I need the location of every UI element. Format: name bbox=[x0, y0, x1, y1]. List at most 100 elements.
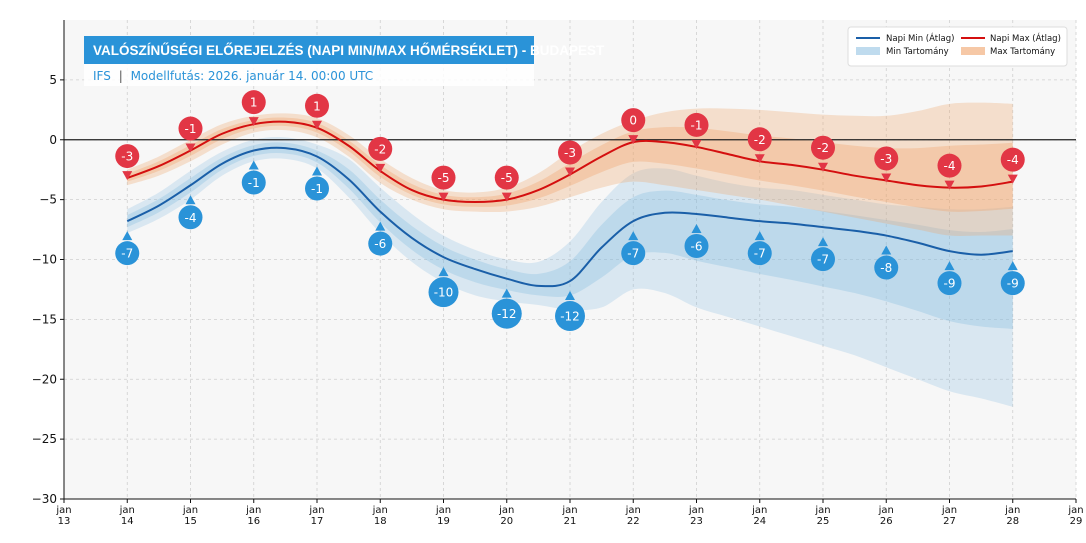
min-badge-label: -7 bbox=[627, 247, 639, 261]
y-tick-label: −5 bbox=[39, 193, 57, 207]
max-badge-label: -2 bbox=[817, 141, 829, 155]
min-badge-label: -6 bbox=[691, 239, 703, 253]
max-badge-circle bbox=[874, 146, 899, 171]
x-tick-month: jan bbox=[814, 505, 830, 516]
min-badge-circle bbox=[368, 231, 393, 256]
max-badge-pointer bbox=[185, 143, 196, 153]
max-badge-label: -5 bbox=[438, 171, 450, 185]
min-badge-pointer bbox=[881, 245, 892, 255]
min-value-badge: -7 bbox=[811, 237, 835, 272]
min-badge-label: -12 bbox=[497, 307, 517, 321]
min-badge-circle bbox=[241, 170, 266, 195]
axes: 50−5−10−15−20−25−30jan13jan14jan15jan16j… bbox=[32, 20, 1084, 527]
value-badges: -3 -1 1 1 -2 -5 -5 -3 0 -1 -2 -2 -3 -4 -4 -7 -4 -1 -1 -6 -10… bbox=[115, 90, 1025, 332]
max-value-badge: 1 bbox=[305, 93, 329, 130]
min-value-badge: -6 bbox=[368, 221, 393, 256]
x-tick-month: jan bbox=[182, 505, 198, 516]
min-badge-pointer bbox=[122, 231, 133, 241]
x-tick-day: 28 bbox=[1006, 516, 1019, 527]
min-badge-circle bbox=[621, 241, 646, 266]
legend-min-range: Min Tartomány bbox=[886, 47, 949, 57]
max-badge-circle bbox=[937, 153, 962, 178]
min-value-badge: -6 bbox=[684, 223, 709, 258]
min-badge-pointer bbox=[691, 223, 702, 233]
legend-max-mean: Napi Max (Átlag) bbox=[990, 32, 1061, 44]
max-badge-pointer bbox=[438, 192, 449, 202]
max-badge-label: 1 bbox=[313, 99, 321, 113]
x-tick-month: jan bbox=[1067, 505, 1083, 516]
y-tick-label: −25 bbox=[32, 432, 57, 446]
max-badge-pointer bbox=[944, 180, 955, 190]
subtitle-run: Modellfutás: 2026. január 14. 00:00 UTC bbox=[131, 69, 374, 83]
chart-subtitle: IFS | Modellfutás: 2026. január 14. 00:0… bbox=[93, 69, 373, 83]
x-tick-day: 25 bbox=[817, 516, 830, 527]
subtitle-background bbox=[84, 64, 534, 86]
min-value-badge: -7 bbox=[621, 231, 646, 266]
x-tick-day: 21 bbox=[564, 516, 577, 527]
min-badge-label: -12 bbox=[560, 310, 580, 324]
max-value-badge: -1 bbox=[178, 116, 203, 153]
x-tick-day: 16 bbox=[247, 516, 260, 527]
max-badge-label: -1 bbox=[185, 122, 197, 136]
max-value-badge: -3 bbox=[874, 146, 899, 183]
max-badge-circle bbox=[558, 140, 582, 165]
min-badge-circle bbox=[428, 277, 459, 308]
min-badge-circle bbox=[491, 298, 522, 329]
x-tick-day: 20 bbox=[500, 516, 513, 527]
max-badge-pointer bbox=[501, 192, 512, 202]
min-badge-pointer bbox=[754, 231, 765, 241]
grid bbox=[63, 20, 1077, 500]
min-badge-circle bbox=[684, 233, 709, 258]
min-badge-circle bbox=[874, 255, 899, 280]
max-badge-label: -1 bbox=[691, 118, 703, 132]
min-badge-label: -1 bbox=[311, 182, 323, 196]
min-value-badge: -8 bbox=[874, 245, 899, 280]
max-value-badge: -4 bbox=[1000, 147, 1025, 184]
x-tick-day: 17 bbox=[311, 516, 324, 527]
max-badge-label: -3 bbox=[880, 152, 892, 166]
max-badge-label: 1 bbox=[250, 96, 258, 110]
min-badge-label: -9 bbox=[1007, 277, 1019, 291]
max-badge-circle bbox=[1000, 147, 1025, 172]
max-value-badge: 1 bbox=[241, 90, 266, 127]
y-tick-label: 0 bbox=[49, 133, 57, 147]
max-value-badge: -2 bbox=[368, 136, 393, 173]
min-badge-circle bbox=[937, 271, 962, 296]
min-badge-circle bbox=[115, 241, 140, 266]
min-badge-circle bbox=[178, 205, 203, 230]
subtitle-separator: | bbox=[119, 69, 123, 83]
min-mean-line bbox=[126, 146, 1013, 288]
max-badge-label: -4 bbox=[944, 159, 956, 173]
max-badge-pointer bbox=[754, 154, 765, 164]
y-tick-label: −20 bbox=[32, 372, 57, 386]
min-badge-pointer bbox=[501, 288, 512, 298]
max-value-badge: -3 bbox=[115, 144, 140, 181]
max-badge-label: -3 bbox=[564, 146, 576, 160]
x-tick-month: jan bbox=[372, 505, 388, 516]
max-badge-circle bbox=[305, 93, 329, 118]
max-badge-circle bbox=[747, 127, 772, 152]
x-tick-month: jan bbox=[878, 505, 894, 516]
x-tick-month: jan bbox=[308, 505, 324, 516]
min-badge-label: -4 bbox=[185, 211, 197, 225]
max-badge-circle bbox=[178, 116, 203, 141]
x-tick-day: 13 bbox=[58, 516, 71, 527]
max-badge-label: 0 bbox=[629, 114, 637, 128]
x-tick-day: 24 bbox=[753, 516, 766, 527]
min-badge-label: -10 bbox=[434, 286, 454, 300]
max-badge-pointer bbox=[375, 163, 386, 173]
max-badge-label: -2 bbox=[754, 133, 766, 147]
x-tick-month: jan bbox=[941, 505, 957, 516]
max-value-badge: -5 bbox=[494, 165, 519, 202]
max-badge-circle bbox=[241, 90, 266, 115]
max-badge-circle bbox=[494, 165, 519, 190]
x-tick-month: jan bbox=[688, 505, 704, 516]
x-tick-month: jan bbox=[751, 505, 767, 516]
min-value-badge: -9 bbox=[937, 261, 962, 296]
x-tick-day: 23 bbox=[690, 516, 703, 527]
legend-swatch-max-range bbox=[961, 47, 985, 55]
x-tick-month: jan bbox=[1004, 505, 1020, 516]
max-badge-pointer bbox=[628, 135, 639, 145]
x-tick-day: 27 bbox=[943, 516, 956, 527]
